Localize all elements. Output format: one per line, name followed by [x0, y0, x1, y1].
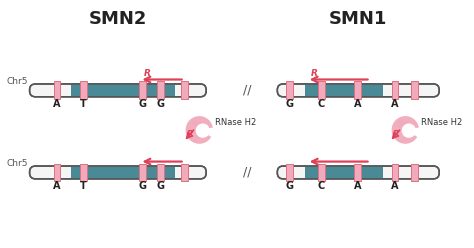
Wedge shape	[193, 121, 203, 127]
Bar	[139, 82, 146, 99]
Bar	[355, 163, 361, 181]
Bar	[411, 82, 418, 99]
Bar	[156, 82, 164, 99]
Text: C: C	[318, 99, 325, 109]
Bar	[181, 163, 188, 181]
Bar	[71, 84, 175, 97]
Bar	[139, 163, 146, 181]
Text: //: //	[243, 84, 252, 97]
Text: G: G	[138, 99, 146, 109]
Bar	[286, 163, 292, 181]
Text: RNase H2: RNase H2	[421, 118, 462, 126]
Text: T: T	[80, 181, 87, 191]
Text: Chr5: Chr5	[6, 159, 27, 168]
Text: RNase H2: RNase H2	[215, 118, 256, 126]
Bar	[305, 166, 383, 179]
Text: T: T	[80, 99, 87, 109]
Wedge shape	[186, 116, 213, 144]
Bar	[71, 166, 175, 179]
Text: SMN1: SMN1	[329, 10, 387, 28]
Text: R: R	[187, 130, 194, 139]
Text: R: R	[144, 68, 150, 78]
Text: R: R	[310, 68, 318, 78]
Text: A: A	[392, 181, 399, 191]
Wedge shape	[392, 116, 419, 144]
Bar	[286, 82, 292, 99]
Text: A: A	[53, 181, 61, 191]
Bar	[318, 163, 325, 181]
Text: C: C	[318, 181, 325, 191]
Bar	[355, 82, 361, 99]
FancyBboxPatch shape	[29, 166, 206, 179]
Circle shape	[196, 124, 210, 138]
Text: R: R	[393, 130, 400, 139]
Text: SMN2: SMN2	[89, 10, 147, 28]
FancyBboxPatch shape	[277, 166, 439, 179]
Text: G: G	[285, 181, 293, 191]
Text: A: A	[53, 99, 61, 109]
Text: G: G	[285, 99, 293, 109]
Text: A: A	[354, 99, 362, 109]
Text: A: A	[354, 181, 362, 191]
Bar	[80, 163, 87, 181]
Bar	[411, 163, 418, 181]
Circle shape	[401, 124, 416, 138]
Bar	[156, 163, 164, 181]
Bar	[318, 82, 325, 99]
Bar	[54, 163, 61, 181]
Text: A: A	[392, 99, 399, 109]
Bar	[392, 163, 399, 181]
Text: //: //	[243, 166, 252, 179]
FancyBboxPatch shape	[277, 84, 439, 97]
Text: G: G	[156, 99, 164, 109]
Text: Chr5: Chr5	[6, 77, 27, 86]
Wedge shape	[399, 121, 409, 127]
Bar	[392, 82, 399, 99]
Bar	[80, 82, 87, 99]
Bar	[54, 82, 61, 99]
FancyBboxPatch shape	[29, 84, 206, 97]
Bar	[305, 84, 383, 97]
Bar	[181, 82, 188, 99]
Text: G: G	[156, 181, 164, 191]
Text: G: G	[138, 181, 146, 191]
